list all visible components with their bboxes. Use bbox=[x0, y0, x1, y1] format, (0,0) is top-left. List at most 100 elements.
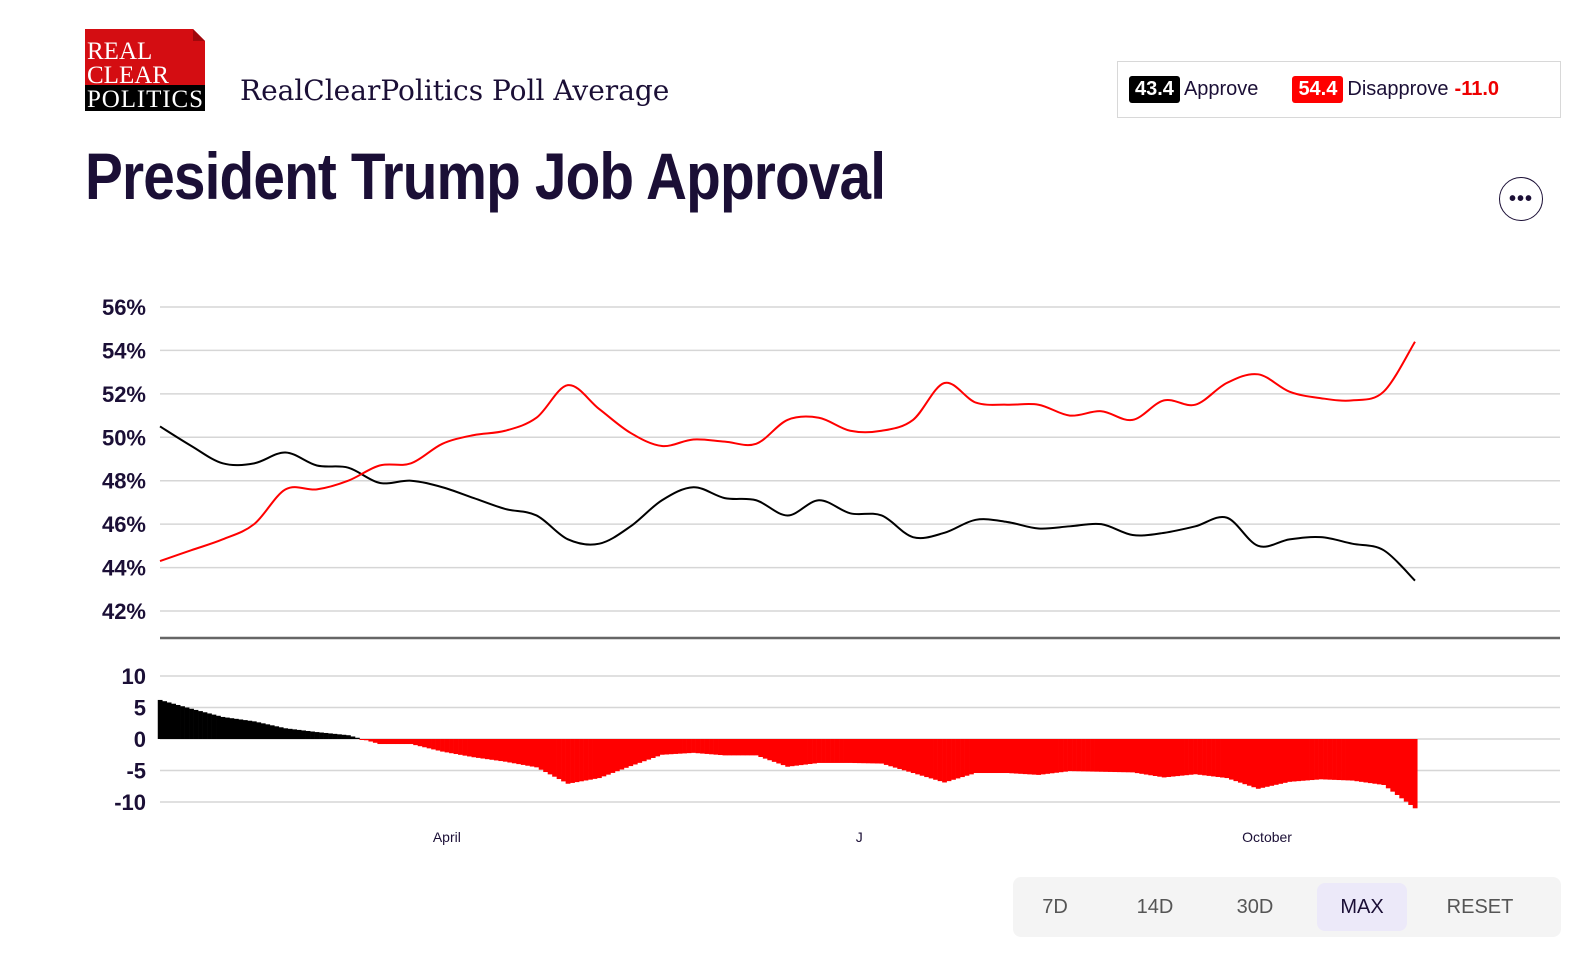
spread-bar bbox=[193, 709, 199, 739]
spread-bar bbox=[1099, 739, 1104, 772]
spread-bar bbox=[1287, 739, 1293, 782]
spread-bar bbox=[1309, 739, 1315, 781]
spread-bar bbox=[337, 734, 342, 739]
spread-bar bbox=[224, 717, 230, 739]
spread-bar bbox=[1036, 739, 1042, 775]
spread-bar bbox=[1090, 739, 1095, 772]
spread-bar bbox=[319, 732, 324, 739]
spread-bar bbox=[1004, 739, 1010, 774]
spread-bar bbox=[776, 739, 782, 764]
spread-bar bbox=[1081, 739, 1086, 772]
spread-bar bbox=[1412, 739, 1418, 809]
spread-bar bbox=[749, 739, 755, 756]
spread-bar bbox=[924, 739, 929, 778]
spread-bar bbox=[547, 739, 553, 775]
spread-bar bbox=[937, 739, 943, 782]
spread-bar bbox=[1376, 739, 1382, 785]
spread-bar bbox=[610, 739, 616, 773]
more-options-button[interactable]: ••• bbox=[1499, 177, 1543, 221]
spread-bar bbox=[1040, 739, 1046, 775]
spread-bar bbox=[641, 739, 647, 762]
svg-text:CLEAR: CLEAR bbox=[87, 62, 169, 89]
spread-bar bbox=[946, 739, 952, 782]
spread-bar bbox=[686, 739, 692, 754]
spread-bar bbox=[417, 739, 423, 747]
spread-bar bbox=[1018, 739, 1024, 774]
spread-bar bbox=[368, 739, 374, 742]
spread-bar bbox=[726, 739, 732, 756]
spread-bar bbox=[1273, 739, 1279, 785]
spread-bar bbox=[520, 739, 526, 765]
spread-bar bbox=[888, 739, 894, 767]
spread-bar bbox=[910, 739, 916, 774]
spread-bar bbox=[1246, 739, 1252, 786]
y-tick-label: 50% bbox=[102, 425, 146, 450]
spread-bar bbox=[475, 739, 481, 758]
spread-bar bbox=[1390, 739, 1396, 792]
spread-bar bbox=[1103, 739, 1109, 772]
spread-bar bbox=[668, 739, 674, 755]
spread-bar bbox=[1139, 739, 1145, 774]
spread-bar bbox=[740, 739, 746, 756]
spread-bar bbox=[848, 739, 853, 763]
range-30d-button[interactable]: 30D bbox=[1236, 895, 1274, 918]
spread-bar bbox=[1323, 739, 1328, 780]
poll-average-subtitle: RealClearPolitics Poll Average bbox=[240, 74, 670, 107]
ellipsis-icon: ••• bbox=[1508, 188, 1533, 210]
spread-bar bbox=[865, 739, 871, 764]
spread-bar bbox=[1385, 739, 1391, 789]
spread-bar bbox=[310, 731, 315, 739]
spread-bar bbox=[955, 739, 961, 779]
spread-bar bbox=[1076, 739, 1082, 772]
spread-bar bbox=[691, 739, 696, 753]
spread-bar bbox=[1264, 739, 1270, 787]
spread-bar bbox=[695, 739, 701, 754]
spread-bar bbox=[995, 739, 1001, 774]
spread-bar bbox=[287, 728, 293, 739]
spread-bar bbox=[1063, 739, 1068, 772]
spread-bar bbox=[180, 706, 185, 739]
range-max-button[interactable]: MAX bbox=[1317, 883, 1407, 931]
spread-bar bbox=[359, 739, 365, 740]
spread-bar bbox=[816, 739, 822, 763]
spread-bar bbox=[646, 739, 652, 760]
y-tick-label: 42% bbox=[102, 599, 146, 624]
range-reset-button[interactable]: RESET bbox=[1446, 895, 1514, 918]
spread-bar bbox=[328, 733, 333, 739]
rcp-logo[interactable]: REAL CLEAR POLITICS bbox=[85, 29, 205, 113]
spread-bar bbox=[1009, 739, 1015, 774]
spread-bar bbox=[659, 739, 665, 755]
spread-bar bbox=[1228, 739, 1234, 780]
spread-bar bbox=[1300, 739, 1306, 781]
spread-bar bbox=[1049, 739, 1055, 774]
spread-bar bbox=[538, 739, 544, 770]
spread-bar bbox=[404, 739, 410, 745]
spread-bar bbox=[812, 739, 817, 764]
spread-bar bbox=[1237, 739, 1243, 783]
spread-bar bbox=[238, 719, 244, 739]
spread-bar bbox=[780, 739, 786, 766]
spread-bar bbox=[489, 739, 495, 760]
range-7d-button[interactable]: 7D bbox=[1042, 895, 1068, 918]
spread-bar bbox=[1143, 739, 1149, 775]
spread-bar bbox=[1000, 739, 1006, 774]
spread-bar bbox=[933, 739, 938, 780]
spread-bar bbox=[628, 739, 634, 767]
spread-bar bbox=[789, 739, 795, 767]
range-14d-button[interactable]: 14D bbox=[1136, 895, 1174, 918]
spread-bar bbox=[794, 739, 800, 766]
spread-bar bbox=[1058, 739, 1064, 773]
spread-bar bbox=[1027, 739, 1033, 775]
spread-bar bbox=[1327, 739, 1333, 780]
spread-bar bbox=[977, 739, 983, 774]
spread-bar bbox=[713, 739, 719, 755]
spread-bar bbox=[821, 739, 826, 763]
y-tick-label: 44% bbox=[102, 556, 146, 581]
spread-bar bbox=[825, 739, 831, 763]
spread-bar bbox=[897, 739, 903, 769]
spread-bar bbox=[570, 739, 575, 783]
spread-bar bbox=[1381, 739, 1387, 785]
spread-bar bbox=[919, 739, 925, 776]
spread-bar bbox=[305, 730, 311, 739]
spread-bar bbox=[964, 739, 970, 776]
